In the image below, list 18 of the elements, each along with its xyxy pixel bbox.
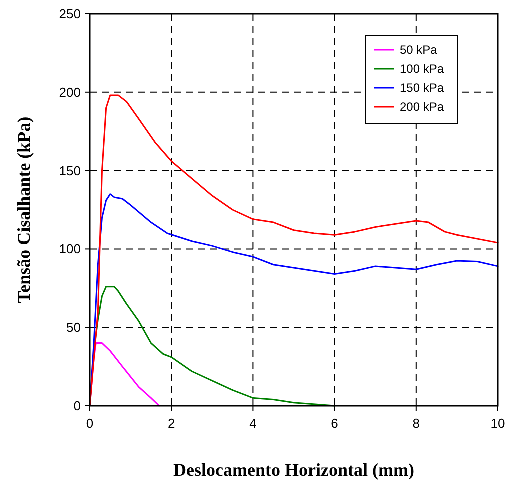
legend-label: 50 kPa — [400, 43, 438, 57]
y-tick-label: 250 — [59, 6, 81, 22]
x-axis-title: Deslocamento Horizontal (mm) — [174, 460, 414, 480]
x-tick-label: 6 — [331, 416, 338, 431]
x-tick-label: 8 — [412, 416, 420, 431]
legend-label: 200 kPa — [400, 100, 444, 114]
y-tick-label: 150 — [59, 163, 81, 178]
x-tick-label: 4 — [250, 416, 257, 431]
y-tick-label: 100 — [59, 242, 81, 257]
legend-label: 100 kPa — [400, 62, 444, 76]
y-tick-label: 50 — [66, 320, 81, 336]
y-tick-label: 200 — [59, 84, 81, 100]
x-tick-label: 10 — [490, 416, 506, 431]
y-tick-label: 0 — [74, 398, 81, 414]
y-axis-title: Tensão Cisalhante (kPa) — [14, 116, 34, 304]
x-tick-label: 0 — [86, 416, 94, 431]
legend-label: 150 kPa — [400, 81, 444, 95]
x-tick-label: 2 — [168, 416, 176, 431]
